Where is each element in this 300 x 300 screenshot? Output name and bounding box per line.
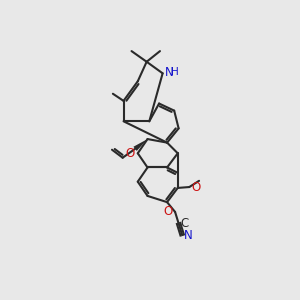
Text: C: C <box>180 217 189 230</box>
Text: N: N <box>165 66 174 79</box>
Text: N: N <box>184 229 193 242</box>
Text: O: O <box>191 181 200 194</box>
Polygon shape <box>134 139 148 151</box>
Text: H: H <box>171 67 178 76</box>
Text: O: O <box>126 147 135 160</box>
Text: O: O <box>163 206 172 218</box>
